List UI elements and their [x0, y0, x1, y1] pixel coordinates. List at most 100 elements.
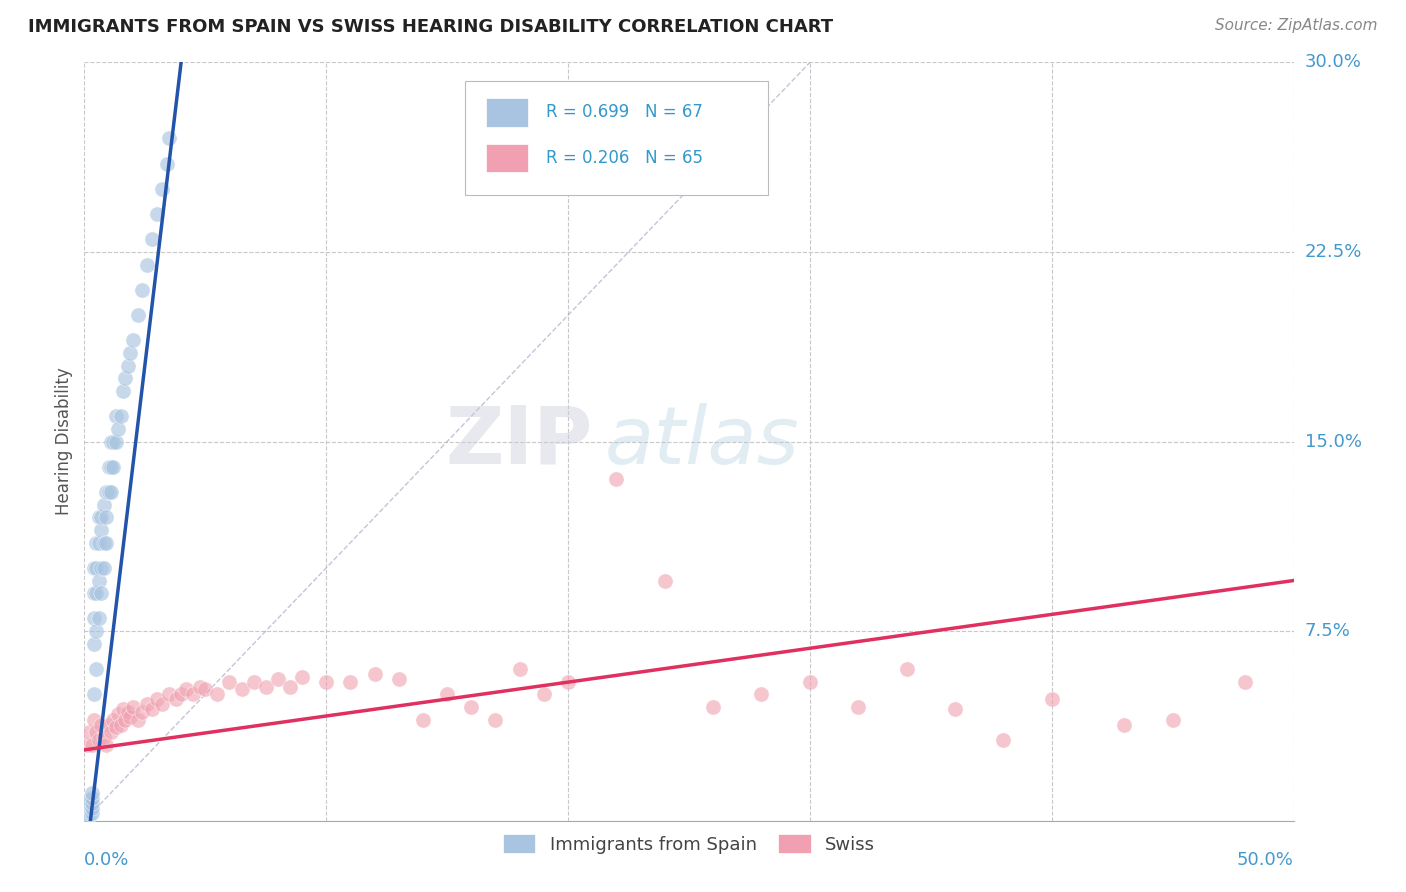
Point	[80, 806, 103, 821]
Point	[77, 801, 100, 815]
Point	[83, 687, 105, 701]
Point	[93, 498, 115, 512]
Point	[97, 459, 120, 474]
FancyBboxPatch shape	[486, 144, 529, 172]
FancyBboxPatch shape	[486, 98, 529, 127]
Point	[76, 806, 98, 821]
Point	[654, 574, 676, 588]
Point	[170, 687, 193, 701]
Point	[190, 680, 212, 694]
Point	[363, 667, 385, 681]
Point	[110, 717, 132, 731]
Point	[141, 232, 163, 246]
Text: Source: ZipAtlas.com: Source: ZipAtlas.com	[1215, 18, 1378, 33]
Point	[150, 182, 173, 196]
Point	[533, 687, 555, 701]
Point	[86, 535, 108, 549]
Point	[87, 510, 110, 524]
Point	[121, 699, 143, 714]
Point	[174, 682, 197, 697]
Point	[77, 804, 100, 818]
FancyBboxPatch shape	[465, 81, 768, 195]
Point	[231, 682, 253, 697]
Point	[93, 561, 115, 575]
Text: R = 0.699   N = 67: R = 0.699 N = 67	[547, 103, 703, 121]
Point	[339, 674, 361, 689]
Point	[76, 798, 98, 813]
Point	[557, 674, 579, 689]
Point	[76, 804, 98, 818]
Point	[121, 334, 143, 348]
Point	[93, 730, 115, 744]
Point	[131, 705, 153, 719]
Point	[107, 707, 129, 722]
Text: atlas: atlas	[605, 402, 799, 481]
Text: ZIP: ZIP	[444, 402, 592, 481]
Point	[1161, 713, 1184, 727]
Point	[846, 699, 869, 714]
Point	[388, 672, 411, 686]
Point	[80, 801, 103, 815]
Text: 50.0%: 50.0%	[1237, 851, 1294, 869]
Point	[90, 586, 112, 600]
Point	[87, 732, 110, 747]
Point	[97, 717, 120, 731]
Point	[155, 156, 177, 170]
Point	[110, 409, 132, 424]
Point	[993, 732, 1015, 747]
Point	[83, 611, 105, 625]
Point	[97, 485, 120, 500]
Point	[76, 811, 98, 825]
Point	[77, 798, 100, 813]
Point	[76, 808, 98, 822]
Point	[278, 680, 301, 694]
Y-axis label: Hearing Disability: Hearing Disability	[55, 368, 73, 516]
Point	[146, 207, 169, 221]
Point	[103, 713, 125, 727]
Point	[94, 485, 117, 500]
Point	[87, 535, 110, 549]
Point	[94, 510, 117, 524]
Point	[94, 535, 117, 549]
Point	[1234, 674, 1257, 689]
Point	[141, 702, 163, 716]
Text: R = 0.206   N = 65: R = 0.206 N = 65	[547, 149, 703, 167]
Point	[136, 258, 159, 272]
Point	[77, 725, 100, 739]
Point	[100, 459, 122, 474]
Point	[83, 713, 105, 727]
Point	[1040, 692, 1063, 706]
Text: 22.5%: 22.5%	[1305, 243, 1362, 261]
Point	[80, 791, 103, 805]
Point	[605, 473, 627, 487]
Legend: Immigrants from Spain, Swiss: Immigrants from Spain, Swiss	[495, 827, 883, 861]
Point	[207, 687, 229, 701]
Point	[120, 710, 142, 724]
Point	[181, 687, 204, 701]
Point	[90, 510, 112, 524]
Point	[83, 637, 105, 651]
Point	[112, 702, 135, 716]
Point	[86, 662, 108, 676]
Point	[104, 434, 127, 449]
Point	[436, 687, 458, 701]
Point	[146, 692, 169, 706]
Point	[103, 459, 125, 474]
Point	[194, 682, 217, 697]
Point	[117, 359, 139, 373]
Point	[90, 523, 112, 537]
Point	[702, 699, 724, 714]
Point	[86, 561, 108, 575]
Point	[509, 662, 531, 676]
Point	[100, 485, 122, 500]
Point	[150, 698, 173, 712]
Point	[460, 699, 482, 714]
Point	[77, 808, 100, 822]
Point	[165, 692, 187, 706]
Point	[412, 713, 434, 727]
Point	[80, 796, 103, 810]
Point	[751, 687, 773, 701]
Point	[112, 384, 135, 398]
Point	[86, 624, 108, 639]
Point	[90, 561, 112, 575]
